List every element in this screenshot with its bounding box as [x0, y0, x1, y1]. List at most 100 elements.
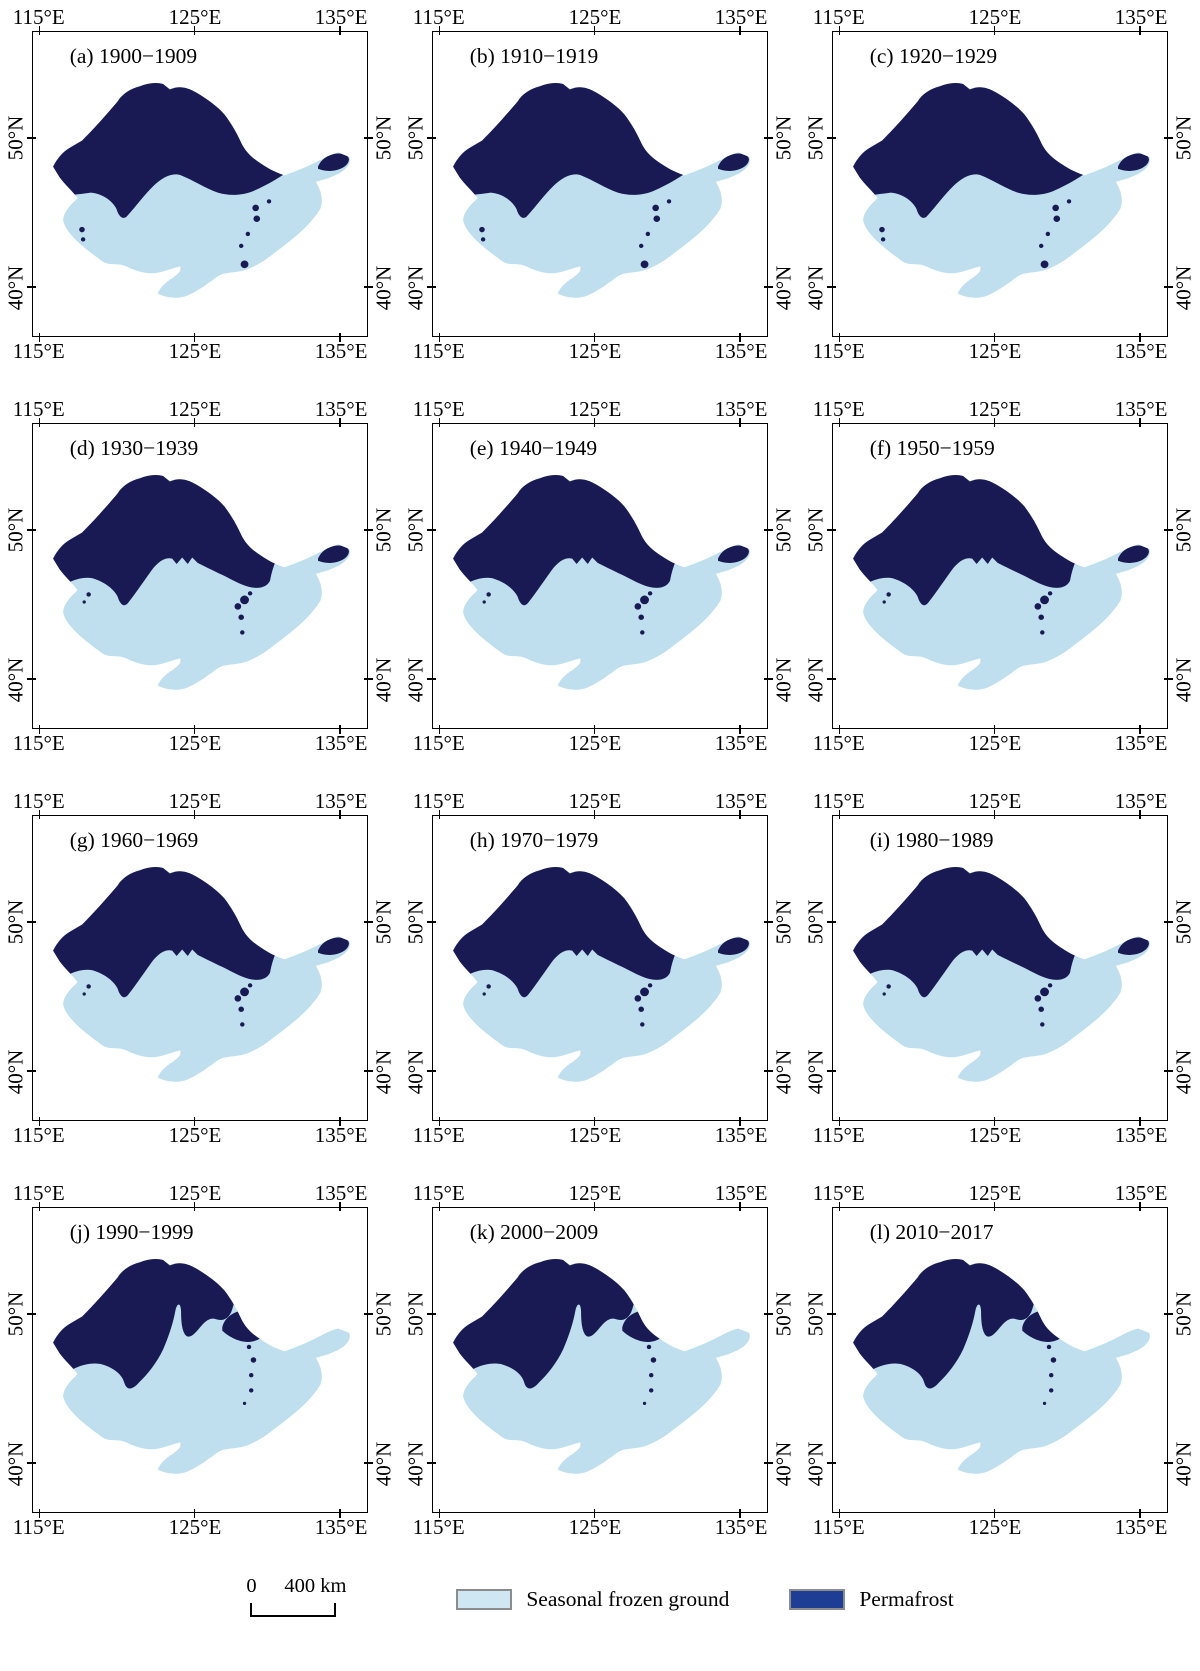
- axis-tick: [838, 810, 841, 819]
- axis-tick: [993, 333, 996, 342]
- permafrost-region: [853, 82, 1114, 218]
- top-axis-labels: 115°E 125°E 135°E: [813, 787, 1168, 815]
- y-axis-label-left: 40°N: [3, 657, 28, 703]
- axis-tick: [1164, 286, 1173, 288]
- axis-tick: [1164, 921, 1173, 923]
- axis-tick: [339, 1509, 341, 1518]
- axis-tick: [993, 1117, 996, 1126]
- x-axis-label-bottom: 125°E: [568, 1123, 622, 1147]
- bottom-axis-labels: 115°E 125°E 135°E: [813, 337, 1168, 365]
- x-axis-label-top: 115°E: [412, 1181, 465, 1205]
- x-axis-label-bottom: 135°E: [1114, 1123, 1168, 1147]
- y-axis-label-left: 50°N: [3, 115, 28, 161]
- axis-tick: [1139, 26, 1141, 35]
- axis-tick: [427, 678, 436, 680]
- x-axis-label-top: 115°E: [812, 397, 865, 421]
- axis-tick: [764, 1070, 773, 1072]
- y-axis-label-left: 50°N: [3, 507, 28, 553]
- y-axis-label-right: 40°N: [771, 1049, 796, 1095]
- scale-zero-label: 0: [246, 1575, 257, 1597]
- x-axis-label-top: 135°E: [714, 1181, 768, 1205]
- y-axis-label-left: 40°N: [803, 1441, 828, 1487]
- y-axis-label-right: 50°N: [771, 1291, 796, 1337]
- axis-tick: [364, 286, 373, 288]
- axis-tick: [27, 921, 36, 923]
- x-axis-label-bottom: 115°E: [812, 731, 865, 755]
- x-axis-label-bottom: 115°E: [12, 339, 65, 363]
- x-axis-label-bottom: 135°E: [314, 1515, 368, 1539]
- x-axis-label-top: 135°E: [314, 397, 368, 421]
- axis-tick: [764, 137, 773, 139]
- y-axis-label-right: 50°N: [1171, 115, 1196, 161]
- top-axis-labels: 115°E 125°E 135°E: [413, 3, 768, 31]
- bottom-axis-labels: 115°E 125°E 135°E: [13, 1121, 368, 1149]
- y-axis-label-left: 40°N: [803, 657, 828, 703]
- axis-tick: [364, 1313, 373, 1315]
- top-axis-labels: 115°E 125°E 135°E: [13, 395, 368, 423]
- axis-tick: [438, 26, 441, 35]
- axis-tick: [739, 26, 741, 35]
- permafrost-region: [53, 474, 296, 606]
- panel-title-label: (g) 1960−1969: [69, 828, 199, 853]
- panel-title-label: (h) 1970−1979: [469, 828, 599, 853]
- axis-tick: [827, 137, 836, 139]
- top-axis-labels: 115°E 125°E 135°E: [413, 395, 768, 423]
- axis-tick: [339, 725, 341, 734]
- y-axis-label-right: 40°N: [1171, 1441, 1196, 1487]
- axis-tick: [1164, 678, 1173, 680]
- axis-tick: [427, 1462, 436, 1464]
- map-svg-f: [853, 474, 1150, 690]
- axis-tick: [993, 1509, 996, 1518]
- axis-tick: [838, 418, 841, 427]
- left-axis-labels: 50°N 40°N: [800, 31, 832, 337]
- left-axis-labels: 50°N 40°N: [800, 423, 832, 729]
- axis-tick: [593, 333, 596, 342]
- y-axis-label-right: 50°N: [771, 899, 796, 945]
- axis-tick: [364, 1462, 373, 1464]
- axis-tick: [27, 1462, 36, 1464]
- axis-tick: [838, 333, 841, 342]
- x-axis-label-bottom: 135°E: [1114, 339, 1168, 363]
- axis-tick: [1164, 1070, 1173, 1072]
- x-axis-label-bottom: 135°E: [714, 731, 768, 755]
- map-plot-area: (e) 1940−1949: [427, 418, 773, 734]
- y-axis-label-right: 40°N: [771, 1441, 796, 1487]
- map-plot-area: (d) 1930−1939: [27, 418, 373, 734]
- x-axis-label-top: 135°E: [314, 5, 368, 29]
- axis-tick: [838, 1117, 841, 1126]
- map-plot-area: (i) 1980−1989: [827, 810, 1173, 1126]
- panel-title-label: (k) 2000−2009: [469, 1220, 599, 1245]
- map-plot-area: (j) 1990−1999: [27, 1202, 373, 1518]
- map-panel-g: 115°E 125°E 135°E 50°N 40°N (g) 1960−1969 5…: [0, 787, 400, 1149]
- axis-tick: [993, 26, 996, 35]
- axis-tick: [27, 286, 36, 288]
- map-plot-area: (l) 2010−2017: [827, 1202, 1173, 1518]
- axis-tick: [1164, 1313, 1173, 1315]
- axis-tick: [38, 725, 41, 734]
- axis-tick: [838, 26, 841, 35]
- axis-tick: [193, 1509, 196, 1518]
- top-axis-labels: 115°E 125°E 135°E: [13, 787, 368, 815]
- y-axis-label-left: 50°N: [803, 1291, 828, 1337]
- legend-item-permafrost: Permafrost: [789, 1583, 954, 1615]
- left-axis-labels: 50°N 40°N: [400, 815, 432, 1121]
- axis-tick: [38, 333, 41, 342]
- x-axis-label-top: 115°E: [812, 5, 865, 29]
- axis-tick: [764, 678, 773, 680]
- map-svg-h: [453, 866, 750, 1082]
- bottom-axis-labels: 115°E 125°E 135°E: [13, 729, 368, 757]
- x-axis-label-top: 115°E: [812, 1181, 865, 1205]
- panel-title-label: (b) 1910−1919: [469, 44, 599, 69]
- x-axis-label-top: 135°E: [714, 5, 768, 29]
- top-axis-labels: 115°E 125°E 135°E: [813, 395, 1168, 423]
- permafrost-region: [53, 82, 314, 218]
- map-panel-j: 115°E 125°E 135°E 50°N 40°N (j) 1990−1999 5…: [0, 1179, 400, 1541]
- y-axis-label-right: 50°N: [371, 1291, 396, 1337]
- axis-tick: [427, 137, 436, 139]
- x-axis-label-top: 135°E: [714, 397, 768, 421]
- axis-tick: [739, 725, 741, 734]
- axis-tick: [427, 921, 436, 923]
- x-axis-label-bottom: 125°E: [968, 731, 1022, 755]
- panel-title-label: (e) 1940−1949: [469, 436, 598, 461]
- axis-tick: [993, 810, 996, 819]
